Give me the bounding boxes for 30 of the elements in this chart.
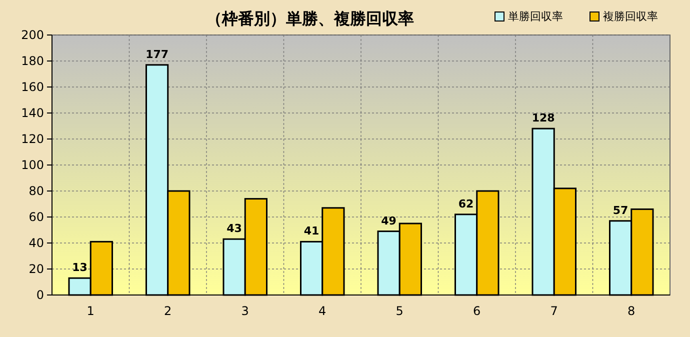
y-tick-label: 60 bbox=[28, 210, 44, 224]
y-tick-label: 160 bbox=[21, 80, 44, 94]
y-tick-label: 40 bbox=[28, 236, 44, 250]
x-tick-label: 5 bbox=[396, 304, 404, 318]
chart-title: （枠番別）単勝、複勝回収率 bbox=[206, 9, 414, 28]
y-tick-label: 180 bbox=[21, 54, 44, 68]
data-label: 49 bbox=[381, 214, 396, 228]
x-tick-label: 2 bbox=[164, 304, 172, 318]
x-tick-label: 4 bbox=[318, 304, 326, 318]
legend-label: 複勝回収率 bbox=[603, 10, 658, 23]
data-label: 41 bbox=[304, 224, 320, 238]
y-tick-label: 80 bbox=[28, 184, 44, 198]
x-tick-label: 8 bbox=[628, 304, 636, 318]
x-tick-label: 7 bbox=[550, 304, 558, 318]
data-label: 43 bbox=[226, 222, 242, 236]
y-tick-label: 100 bbox=[21, 158, 44, 172]
x-tick-label: 3 bbox=[241, 304, 249, 318]
legend-label: 単勝回収率 bbox=[508, 10, 563, 23]
x-tick-label: 1 bbox=[86, 304, 94, 318]
y-tick-label: 0 bbox=[36, 288, 44, 302]
data-label: 62 bbox=[458, 197, 474, 210]
y-tick-label: 200 bbox=[21, 28, 44, 42]
y-tick-label: 20 bbox=[28, 262, 44, 276]
data-label: 128 bbox=[532, 112, 555, 125]
data-label: 177 bbox=[146, 48, 169, 61]
data-label: 57 bbox=[612, 204, 628, 217]
x-tick-label: 6 bbox=[473, 304, 481, 318]
data-label: 13 bbox=[72, 261, 88, 274]
y-tick-label: 140 bbox=[21, 106, 44, 120]
y-tick-label: 120 bbox=[21, 132, 44, 146]
